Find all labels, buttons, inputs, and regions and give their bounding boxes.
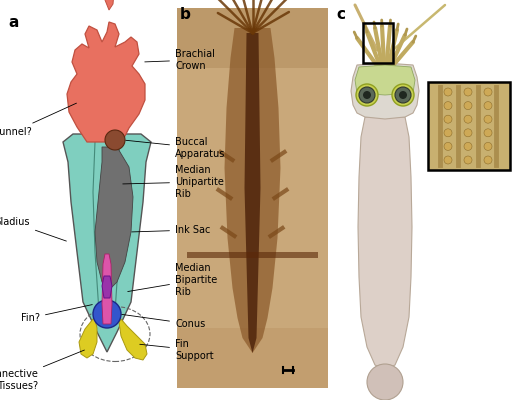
Text: a: a bbox=[8, 15, 19, 30]
Polygon shape bbox=[351, 63, 419, 119]
Text: Fin
Support: Fin Support bbox=[140, 339, 214, 361]
Bar bbox=[177, 8, 328, 68]
Bar bbox=[187, 252, 318, 258]
Bar bbox=[428, 82, 510, 170]
Text: Connective
Tissues?: Connective Tissues? bbox=[0, 350, 84, 391]
Text: Brachial
Crown: Brachial Crown bbox=[145, 49, 215, 71]
Bar bbox=[177, 8, 328, 388]
Polygon shape bbox=[355, 65, 415, 95]
Circle shape bbox=[444, 102, 452, 110]
Text: Buccal
Apparatus: Buccal Apparatus bbox=[126, 137, 225, 159]
Circle shape bbox=[444, 142, 452, 150]
Circle shape bbox=[356, 84, 378, 106]
Circle shape bbox=[464, 156, 472, 164]
Circle shape bbox=[395, 87, 411, 103]
Circle shape bbox=[484, 115, 492, 123]
Circle shape bbox=[444, 129, 452, 137]
Circle shape bbox=[464, 129, 472, 137]
Circle shape bbox=[399, 91, 407, 99]
Circle shape bbox=[359, 87, 375, 103]
Circle shape bbox=[444, 156, 452, 164]
Polygon shape bbox=[67, 22, 145, 142]
Circle shape bbox=[464, 102, 472, 110]
Polygon shape bbox=[225, 28, 281, 353]
Circle shape bbox=[444, 88, 452, 96]
Text: Conus: Conus bbox=[122, 314, 205, 329]
Text: Median
Unipartite
Rib: Median Unipartite Rib bbox=[123, 166, 224, 198]
Circle shape bbox=[392, 84, 414, 106]
Polygon shape bbox=[102, 276, 112, 298]
Text: c: c bbox=[336, 7, 345, 22]
Text: Gladius: Gladius bbox=[0, 217, 66, 241]
Circle shape bbox=[105, 130, 125, 150]
Text: b: b bbox=[180, 7, 191, 22]
Circle shape bbox=[484, 129, 492, 137]
Circle shape bbox=[444, 115, 452, 123]
Circle shape bbox=[464, 88, 472, 96]
Circle shape bbox=[464, 115, 472, 123]
Circle shape bbox=[484, 142, 492, 150]
Circle shape bbox=[464, 142, 472, 150]
Polygon shape bbox=[63, 134, 151, 352]
Polygon shape bbox=[102, 254, 112, 324]
Polygon shape bbox=[358, 117, 412, 370]
Polygon shape bbox=[79, 319, 97, 358]
Bar bbox=[177, 328, 328, 388]
Polygon shape bbox=[105, 0, 114, 10]
Text: Median
Bipartite
Rib: Median Bipartite Rib bbox=[128, 264, 217, 297]
Text: Funnel?: Funnel? bbox=[0, 103, 77, 137]
Circle shape bbox=[484, 156, 492, 164]
Text: Ink Sac: Ink Sac bbox=[132, 225, 210, 235]
Polygon shape bbox=[95, 147, 133, 290]
Bar bbox=[363, 23, 393, 63]
Polygon shape bbox=[119, 319, 147, 360]
Circle shape bbox=[93, 300, 121, 328]
Circle shape bbox=[363, 91, 371, 99]
Circle shape bbox=[484, 102, 492, 110]
Circle shape bbox=[484, 88, 492, 96]
Circle shape bbox=[367, 364, 403, 400]
Polygon shape bbox=[245, 33, 261, 353]
Text: Fin?: Fin? bbox=[21, 304, 93, 323]
